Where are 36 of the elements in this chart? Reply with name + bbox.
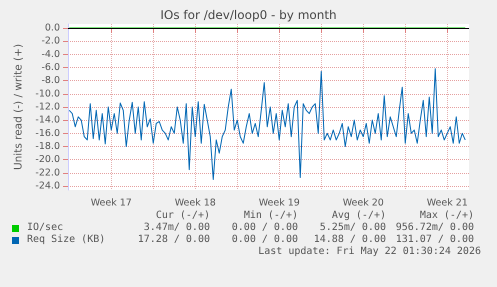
text: 17.28 / 0.00 — [136, 234, 210, 246]
y-tick-label: -18.0 — [35, 141, 60, 152]
y-tick-label: -6.0 — [41, 62, 60, 73]
legend-label: IO/sec — [26, 222, 64, 234]
text: 0.00 / 0.00 — [230, 234, 298, 246]
text: Last update: Fri May 22 01:30:24 2026 — [257, 246, 482, 258]
text: 956.72m/ 0.00 — [394, 222, 474, 234]
y-tick-label: 0.0 — [44, 22, 60, 34]
x-tick-label: Week 21 — [426, 198, 468, 208]
legend-label: Req Size (KB) — [26, 234, 106, 246]
y-tick-label: -2.0 — [41, 36, 60, 47]
y-tick-label: -20.0 — [35, 154, 60, 166]
y-tick-label: -4.0 — [41, 48, 60, 60]
y-tick-label: -12.0 — [35, 102, 60, 112]
text: Max (-/+) — [418, 210, 474, 222]
text: Min (-/+) — [242, 210, 298, 222]
x-tick-label: Week 17 — [90, 198, 132, 208]
x-tick-label: Week 19 — [258, 198, 300, 208]
chart-title: IOs for /dev/loop0 - by month — [160, 8, 337, 22]
x-tick-label: Week 18 — [174, 198, 216, 208]
y-tick-label: -10.0 — [35, 88, 60, 100]
y-tick-label: -8.0 — [41, 75, 60, 86]
y-tick-label: -16.0 — [35, 128, 60, 139]
y-tick-label: -22.0 — [35, 167, 60, 178]
y-tick-label: -14.0 — [35, 114, 60, 126]
text: 5.25m/ 0.00 — [318, 222, 386, 234]
text: Avg (-/+) — [330, 210, 386, 222]
text: 14.88 / 0.00 — [312, 234, 386, 246]
text: 0.00 / 0.00 — [230, 222, 298, 234]
line-series — [68, 68, 466, 180]
text: 3.47m/ 0.00 — [142, 222, 210, 234]
text: Cur (-/+) — [154, 210, 210, 222]
x-tick-label: Week 20 — [342, 198, 384, 208]
y-axis-title: Units read (-) / write (+) — [12, 44, 24, 170]
y-tick-label: -24.0 — [35, 180, 60, 192]
text: 131.07 / 0.00 — [394, 234, 474, 246]
